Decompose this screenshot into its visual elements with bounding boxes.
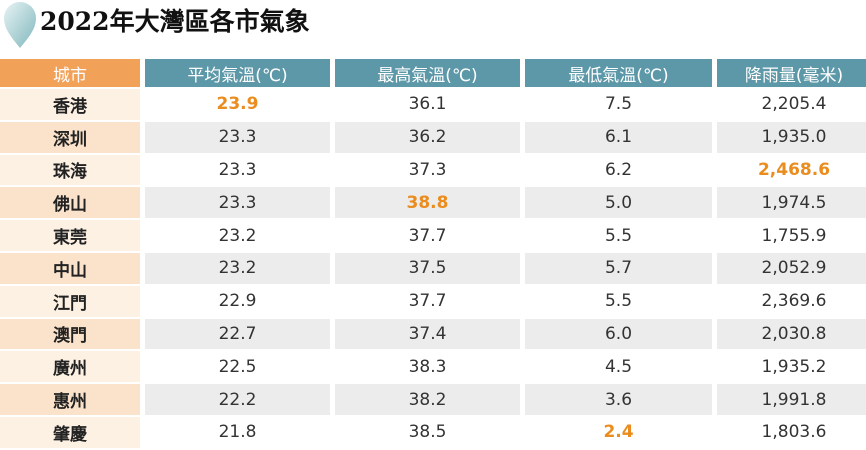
value-cell: 23.3 [145, 187, 330, 219]
city-cell: 香港 [0, 89, 140, 120]
value-cell: 1,935.2 [717, 351, 866, 383]
value-cell: 37.7 [335, 220, 520, 251]
table-row: 珠海 23.3 37.3 6.2 2,468.6 [0, 154, 866, 186]
value-cell: 23.2 [145, 220, 330, 251]
value-cell: 1,755.9 [717, 220, 866, 251]
value-cell: 22.9 [145, 285, 330, 317]
value-cell: 4.5 [525, 351, 712, 383]
value-cell: 7.5 [525, 89, 712, 120]
value-cell: 1,974.5 [717, 187, 866, 219]
value-cell: 38.2 [335, 384, 520, 415]
table-row: 江門 22.9 37.7 5.5 2,369.6 [0, 285, 866, 317]
value-cell: 6.2 [525, 154, 712, 186]
value-cell: 38.5 [335, 416, 520, 448]
value-cell: 5.0 [525, 187, 712, 219]
table-row: 中山 23.2 37.5 5.7 2,052.9 [0, 252, 866, 284]
value-cell: 22.2 [145, 384, 330, 415]
table-row: 澳門 22.7 37.4 6.0 2,030.8 [0, 318, 866, 350]
value-cell: 2,205.4 [717, 89, 866, 120]
value-cell: 1,935.0 [717, 121, 866, 153]
table-row: 廣州 22.5 38.3 4.5 1,935.2 [0, 351, 866, 383]
table-row: 香港 23.9 36.1 7.5 2,205.4 [0, 89, 866, 120]
title: 2022年大灣區各市氣象 [40, 7, 310, 36]
value-cell: 1,803.6 [717, 416, 866, 448]
weather-table: 城市 平均氣溫(℃) 最高氣溫(℃) 最低氣溫(℃) 降雨量(毫米) 香港 23.9 36.… [0, 57, 866, 450]
city-cell: 佛山 [0, 187, 140, 219]
value-cell: 36.1 [335, 89, 520, 120]
city-cell: 深圳 [0, 121, 140, 153]
city-cell: 珠海 [0, 154, 140, 186]
value-cell: 36.2 [335, 121, 520, 153]
table-row: 東莞 23.2 37.7 5.5 1,755.9 [0, 220, 866, 251]
value-cell: 5.5 [525, 220, 712, 251]
value-cell: 22.5 [145, 351, 330, 383]
value-cell: 3.6 [525, 384, 712, 415]
table-row: 肇慶 21.8 38.5 2.4 1,803.6 [0, 416, 866, 448]
value-cell: 37.5 [335, 252, 520, 284]
table-body: 香港 23.9 36.1 7.5 2,205.4 深圳 23.3 36.2 6.1 1,935.0… [0, 89, 866, 448]
value-cell: 5.5 [525, 285, 712, 317]
value-cell: 5.7 [525, 252, 712, 284]
value-cell: 1,991.8 [717, 384, 866, 415]
header-cell: 最低氣溫(℃) [525, 59, 712, 87]
value-cell: 23.3 [145, 121, 330, 153]
value-cell: 38.8 [335, 187, 520, 219]
value-cell: 23.2 [145, 252, 330, 284]
table-row: 深圳 23.3 36.2 6.1 1,935.0 [0, 121, 866, 153]
value-cell: 38.3 [335, 351, 520, 383]
value-cell: 23.9 [145, 89, 330, 120]
value-cell: 6.0 [525, 318, 712, 350]
value-cell: 2,030.8 [717, 318, 866, 350]
header-cell: 平均氣溫(℃) [145, 59, 330, 87]
value-cell: 37.3 [335, 154, 520, 186]
header-cell: 城市 [0, 59, 140, 87]
value-cell: 22.7 [145, 318, 330, 350]
city-cell: 東莞 [0, 220, 140, 251]
city-cell: 澳門 [0, 318, 140, 350]
header-cell: 降雨量(毫米) [717, 59, 866, 87]
value-cell: 2,468.6 [717, 154, 866, 186]
header-row: 城市 平均氣溫(℃) 最高氣溫(℃) 最低氣溫(℃) 降雨量(毫米) [0, 59, 866, 87]
table-row: 惠州 22.2 38.2 3.6 1,991.8 [0, 384, 866, 415]
value-cell: 37.4 [335, 318, 520, 350]
drop-icon [4, 2, 36, 48]
city-cell: 惠州 [0, 384, 140, 415]
value-cell: 37.7 [335, 285, 520, 317]
value-cell: 6.1 [525, 121, 712, 153]
value-cell: 2,369.6 [717, 285, 866, 317]
table-row: 佛山 23.3 38.8 5.0 1,974.5 [0, 187, 866, 219]
header-cell: 最高氣溫(℃) [335, 59, 520, 87]
value-cell: 23.3 [145, 154, 330, 186]
city-cell: 江門 [0, 285, 140, 317]
city-cell: 廣州 [0, 351, 140, 383]
value-cell: 21.8 [145, 416, 330, 448]
city-cell: 肇慶 [0, 416, 140, 448]
city-cell: 中山 [0, 252, 140, 284]
value-cell: 2.4 [525, 416, 712, 448]
value-cell: 2,052.9 [717, 252, 866, 284]
